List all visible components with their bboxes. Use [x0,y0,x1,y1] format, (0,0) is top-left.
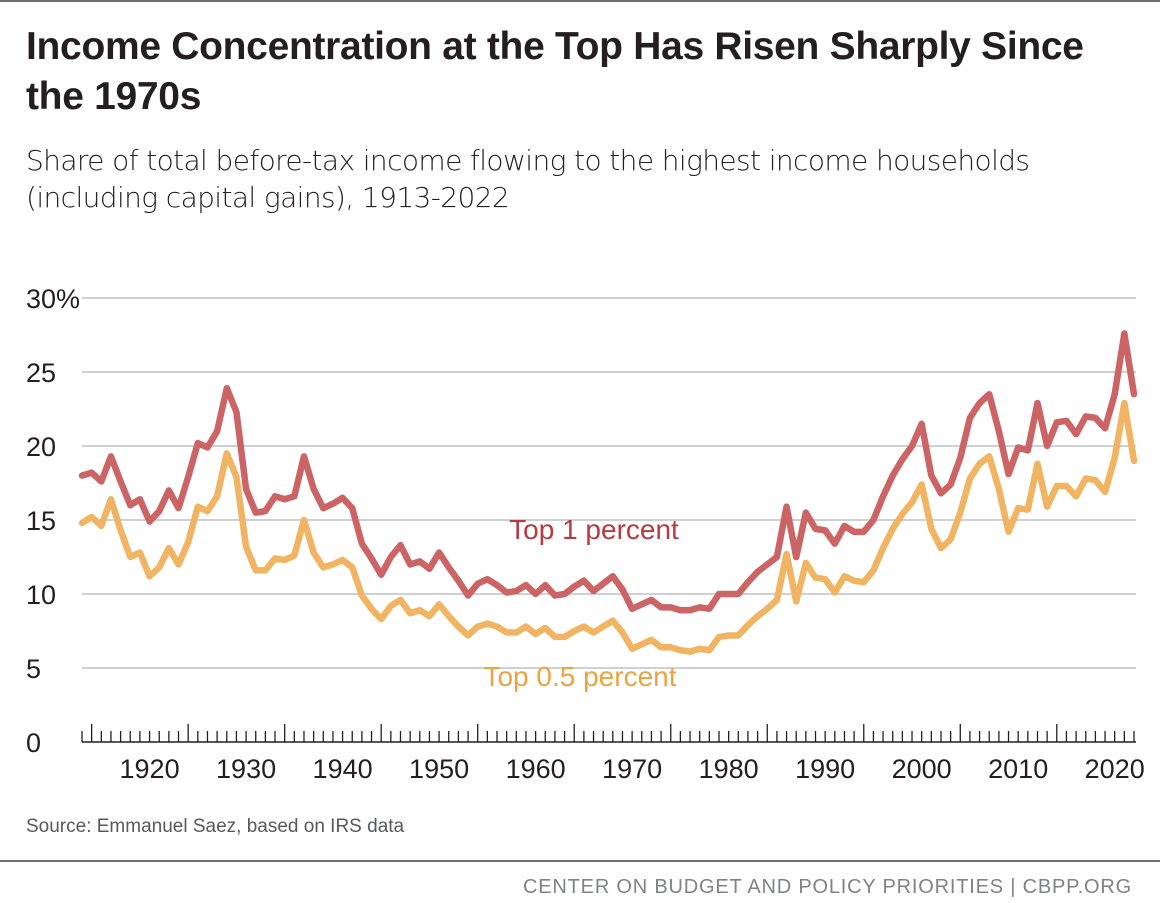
x-tick-label-2000: 2000 [892,754,952,784]
y-tick-label-0: 0 [26,728,41,758]
x-axis: 1920 1930 1940 1950 1960 1970 1980 1990 2000 2010… [81,724,1145,784]
bottom-rule [0,860,1160,862]
y-tick-label-25: 25 [26,358,56,388]
series-line-top-1-percent [78,330,1138,614]
y-tick-label-15: 15 [26,506,56,536]
series-labels: Top 1 percent Top 0.5 percent [483,514,679,692]
x-tick-label-1920: 1920 [120,754,180,784]
gridlines [82,297,1136,669]
x-tick-label-1960: 1960 [506,754,566,784]
y-tick-label-30: 30% [26,284,80,314]
y-axis-tick-labels: 0 5 10 15 20 25 30% [26,284,80,758]
x-tick-label-1930: 1930 [216,754,276,784]
x-tick-label-1940: 1940 [313,754,373,784]
x-tick-label-2020: 2020 [1085,754,1145,784]
x-tick-label-1950: 1950 [409,754,469,784]
x-tick-label-1990: 1990 [795,754,855,784]
footer-credit: CENTER ON BUDGET AND POLICY PRIORITIES |… [523,876,1132,898]
x-tick-label-2010: 2010 [988,754,1048,784]
y-tick-label-5: 5 [26,654,41,684]
y-tick-label-20: 20 [26,432,56,462]
y-tick-label-10: 10 [26,580,56,610]
chart-title: Income Concentration at the Top Has Rise… [26,25,1084,118]
series-line-top-0-5-percent [78,399,1138,655]
series-lines [78,330,1138,655]
x-tick-label-1970: 1970 [602,754,662,784]
series-label-top-0-5-percent: Top 0.5 percent [483,661,676,692]
chart-subtitle: Share of total before-tax income flowing… [26,144,1030,214]
series-label-top-1-percent: Top 1 percent [509,514,679,545]
source-note: Source: Emmanuel Saez, based on IRS data [26,816,405,837]
x-tick-label-1980: 1980 [699,754,759,784]
top-rule [0,0,1160,2]
